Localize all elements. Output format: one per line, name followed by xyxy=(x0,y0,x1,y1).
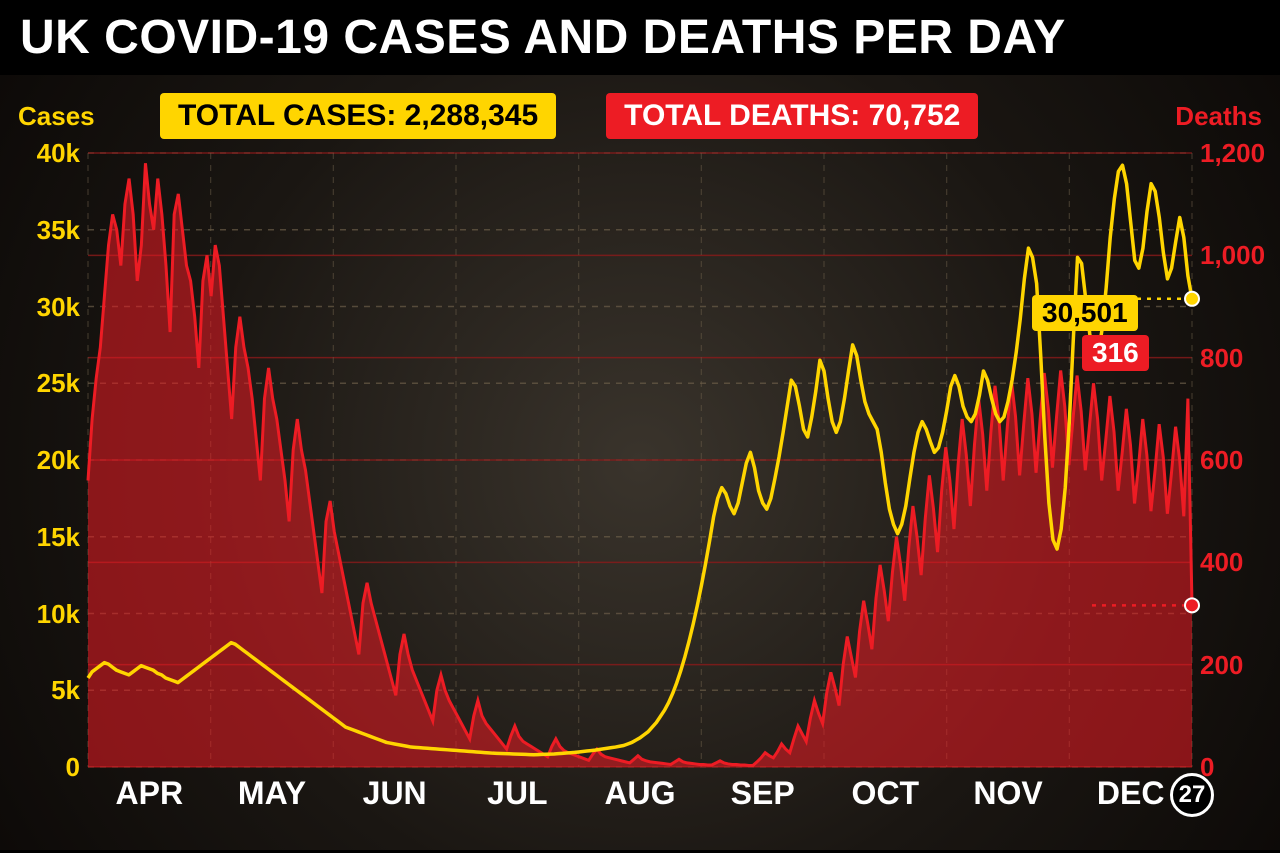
chart-title: UK COVID-19 CASES AND DEATHS PER DAY xyxy=(0,0,1280,75)
total-deaths-badge: TOTAL DEATHS: 70,752 xyxy=(606,93,978,139)
month-xtick: NOV xyxy=(973,775,1042,812)
month-xtick: APR xyxy=(116,775,184,812)
total-cases-badge: TOTAL CASES: 2,288,345 xyxy=(160,93,556,139)
deaths-ytick: 0 xyxy=(1200,752,1270,783)
cases-ytick: 30k xyxy=(20,292,80,323)
cases-ytick: 0 xyxy=(20,752,80,783)
month-xtick: JUL xyxy=(487,775,547,812)
cases-callout: 30,501 xyxy=(1032,295,1138,331)
chart-svg xyxy=(0,75,1280,850)
deaths-ytick: 600 xyxy=(1200,445,1270,476)
deaths-ytick: 1,000 xyxy=(1200,240,1270,271)
cases-ytick: 5k xyxy=(20,675,80,706)
month-xtick: JUN xyxy=(363,775,427,812)
cases-ytick: 40k xyxy=(20,138,80,169)
month-xtick: OCT xyxy=(852,775,920,812)
deaths-ytick: 400 xyxy=(1200,547,1270,578)
cases-ytick: 20k xyxy=(20,445,80,476)
month-xtick: DEC xyxy=(1097,775,1165,812)
month-xtick: MAY xyxy=(238,775,306,812)
deaths-callout: 316 xyxy=(1082,335,1149,371)
cases-ytick: 15k xyxy=(20,522,80,553)
deaths-ytick: 800 xyxy=(1200,343,1270,374)
deaths-ytick: 1,200 xyxy=(1200,138,1270,169)
date-badge: 27 xyxy=(1170,773,1214,817)
deaths-ytick: 200 xyxy=(1200,650,1270,681)
cases-ytick: 10k xyxy=(20,599,80,630)
cases-ytick: 25k xyxy=(20,368,80,399)
stat-badges: TOTAL CASES: 2,288,345 TOTAL DEATHS: 70,… xyxy=(160,93,978,139)
month-xtick: AUG xyxy=(604,775,675,812)
month-xtick: SEP xyxy=(731,775,795,812)
cases-ytick: 35k xyxy=(20,215,80,246)
chart-container: TOTAL CASES: 2,288,345 TOTAL DEATHS: 70,… xyxy=(0,75,1280,850)
